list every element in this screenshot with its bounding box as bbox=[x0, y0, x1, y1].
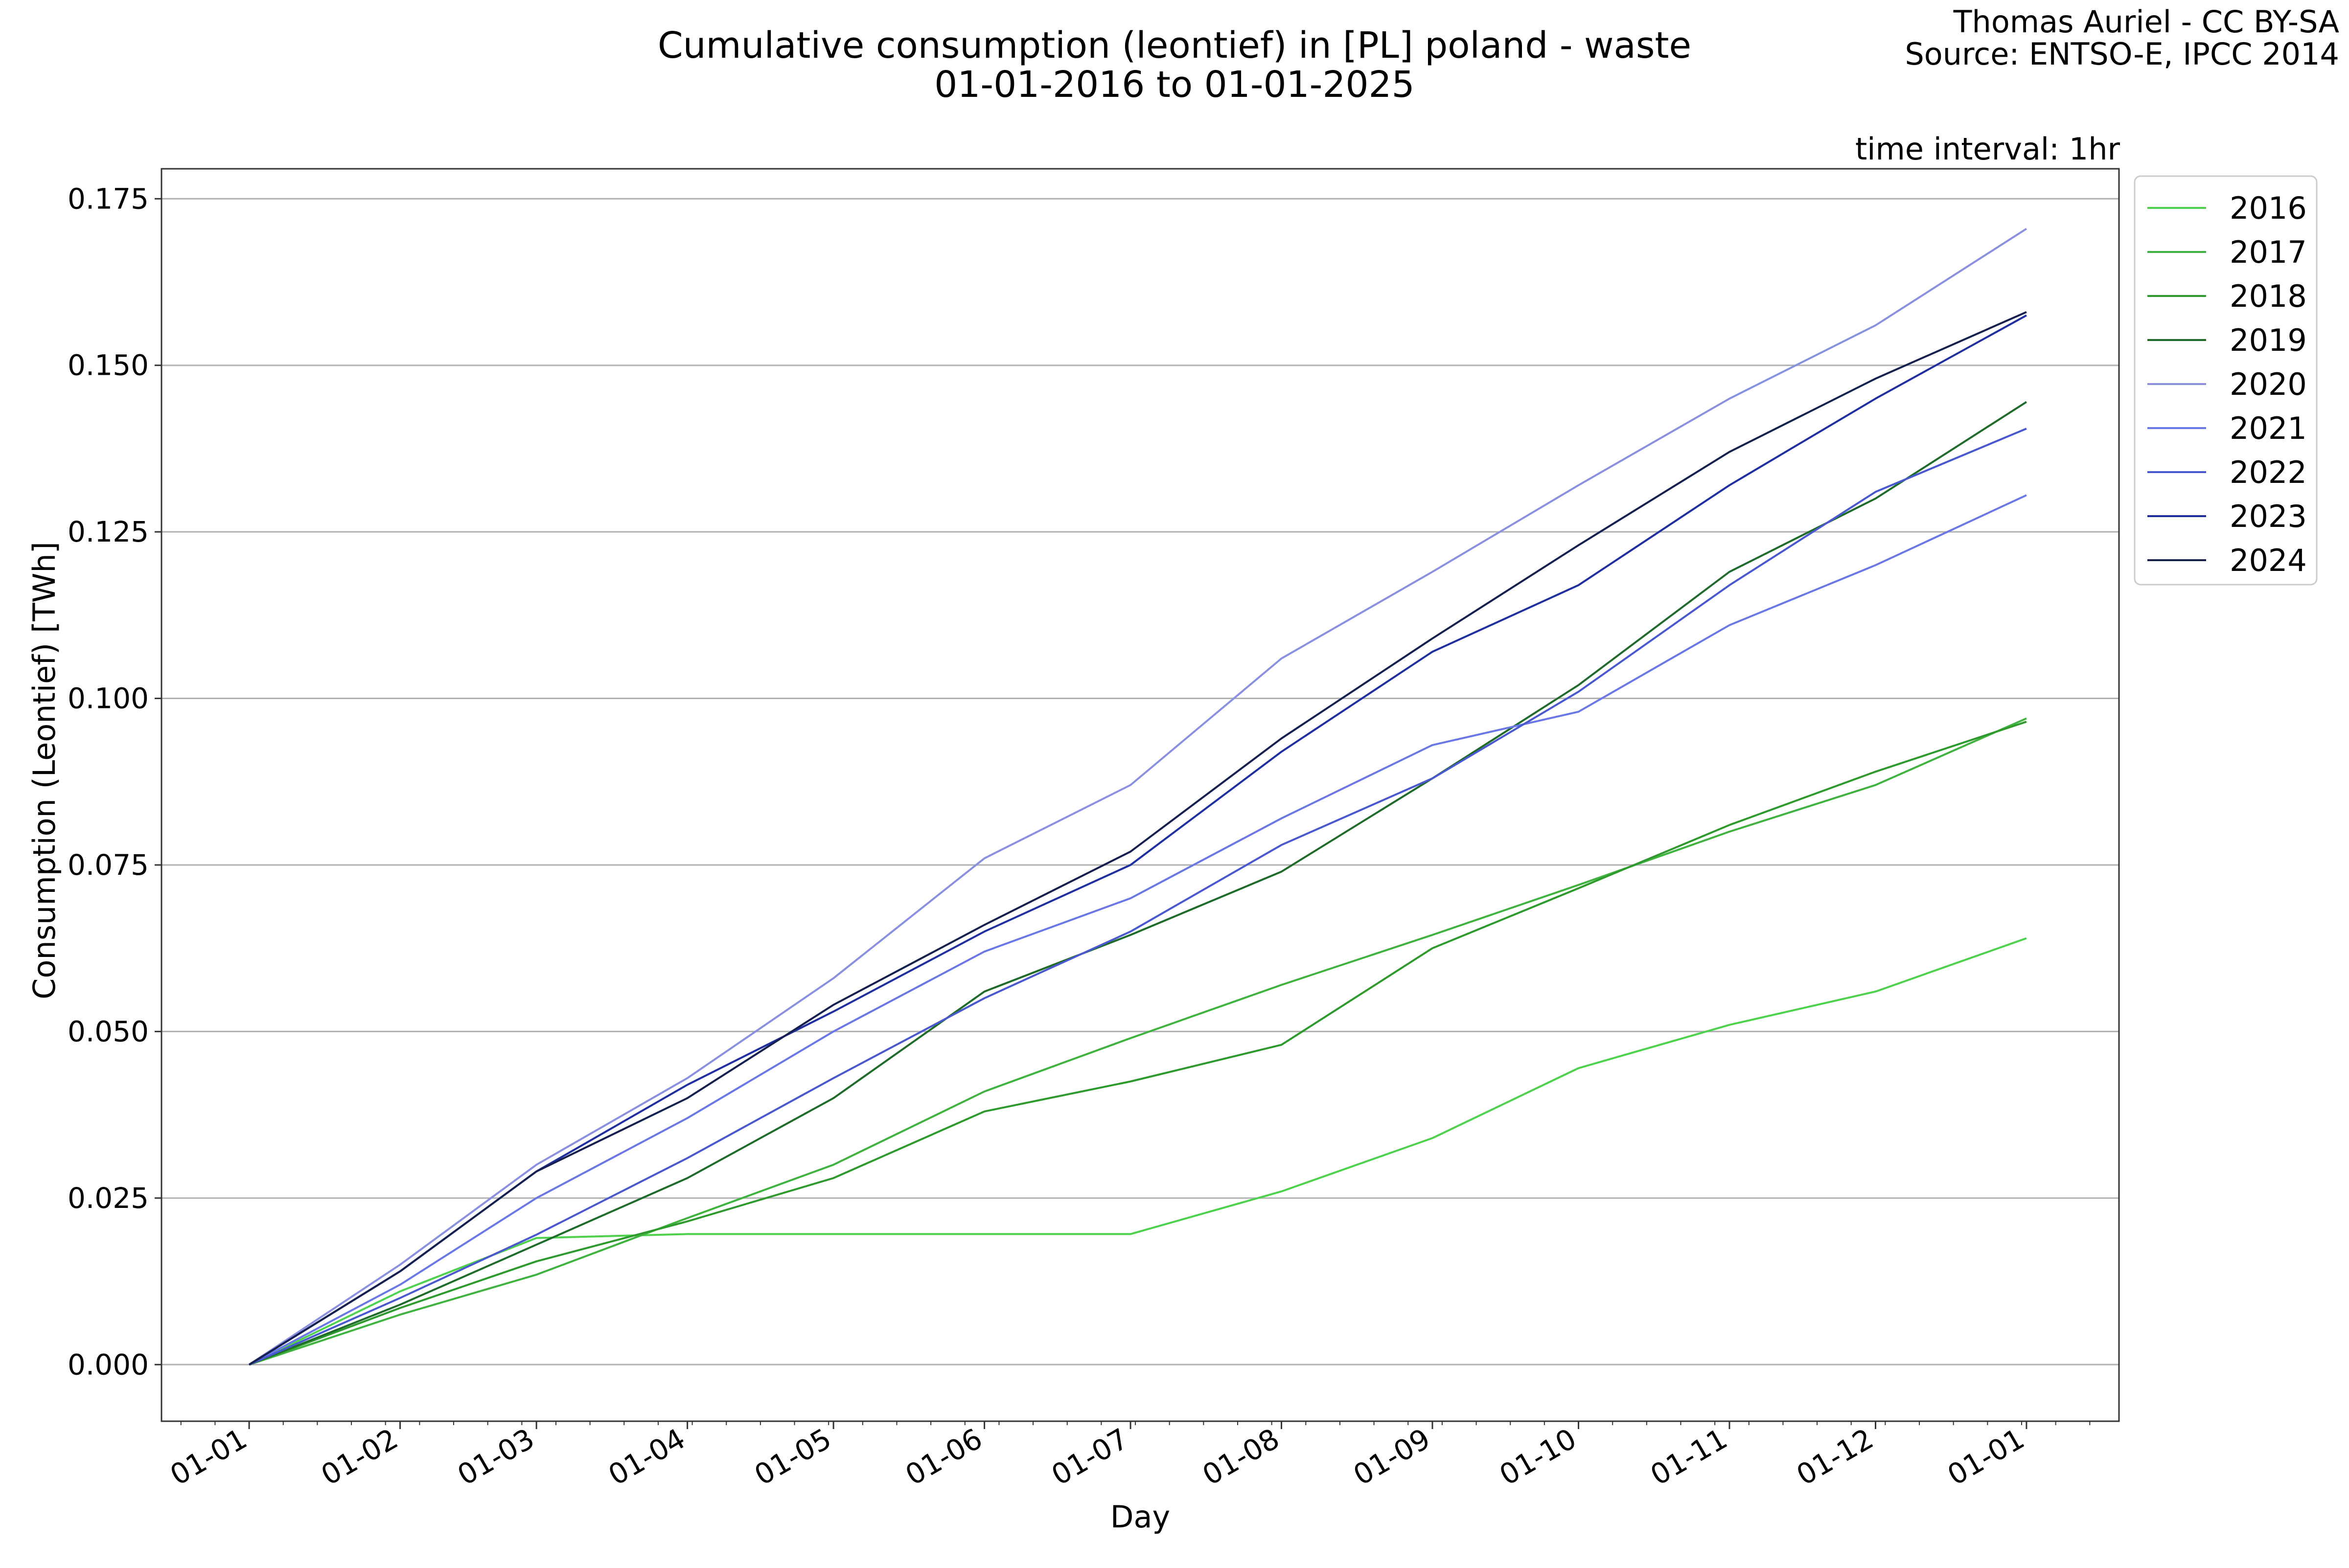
legend-label-2023: 2023 bbox=[2230, 499, 2307, 534]
x-tick-label: 01-09 bbox=[1348, 1422, 1436, 1492]
y-tick-label: 0.075 bbox=[68, 848, 149, 882]
x-tick-label: 01-04 bbox=[603, 1422, 691, 1492]
legend-label-2020: 2020 bbox=[2230, 366, 2307, 402]
axis-ticks: 0.000 0.025 0.050 0.075 0.100 0.125 0.150 0.175… bbox=[68, 182, 2091, 1492]
legend-label-2019: 2019 bbox=[2230, 322, 2307, 358]
series-line-2017 bbox=[249, 717, 2027, 1366]
plot-frame bbox=[161, 168, 2120, 1422]
x-tick-label: 01-05 bbox=[749, 1422, 837, 1492]
x-tick-label: 01-06 bbox=[900, 1422, 988, 1492]
legend-label-2022: 2022 bbox=[2230, 454, 2307, 490]
x-tick-label: 01-03 bbox=[452, 1422, 540, 1492]
x-tick-label: 01-01 bbox=[164, 1422, 253, 1492]
legend-box bbox=[2134, 175, 2318, 586]
series-line-2016 bbox=[249, 937, 2027, 1366]
series-line-2019 bbox=[249, 401, 2027, 1366]
x-tick-label: 01-07 bbox=[1046, 1422, 1134, 1492]
legend-label-2016: 2016 bbox=[2230, 190, 2307, 226]
y-tick-label: 0.175 bbox=[68, 182, 149, 215]
x-tick-label: 01-01 bbox=[1942, 1422, 2030, 1492]
y-axis-label: Consumption (Leontief) [TWh] bbox=[26, 542, 62, 1000]
series-line-2021 bbox=[249, 494, 2027, 1366]
grid-lines bbox=[161, 198, 2119, 1365]
time-interval-note: time interval: 1hr bbox=[1855, 131, 2120, 167]
x-tick-label: 01-10 bbox=[1494, 1422, 1582, 1492]
legend-label-2017: 2017 bbox=[2230, 234, 2307, 270]
series-lines bbox=[248, 227, 2027, 1366]
legend-label-2021: 2021 bbox=[2230, 410, 2307, 446]
y-tick-label: 0.100 bbox=[68, 682, 149, 715]
chart-subtitle: 01-01-2016 to 01-01-2025 bbox=[934, 64, 1414, 106]
legend-label-2024: 2024 bbox=[2230, 543, 2307, 578]
chart-title: Cumulative consumption (leontief) in [PL… bbox=[658, 24, 1691, 67]
y-tick-label: 0.000 bbox=[68, 1348, 149, 1381]
x-tick-label: 01-08 bbox=[1197, 1422, 1285, 1492]
y-tick-label: 0.050 bbox=[68, 1015, 149, 1048]
legend: 2016 2017 2018 2019 2020 2021 2022 2023 2024 bbox=[2134, 175, 2318, 586]
series-line-2020 bbox=[248, 227, 2027, 1365]
series-line-2022 bbox=[249, 428, 2027, 1366]
y-tick-label: 0.025 bbox=[68, 1182, 149, 1215]
x-axis-label: Day bbox=[1110, 1499, 1170, 1535]
series-line-2024 bbox=[249, 311, 2027, 1366]
legend-label-2018: 2018 bbox=[2230, 278, 2307, 314]
x-tick-label: 01-02 bbox=[316, 1422, 404, 1492]
credit-source: Source: ENTSO-E, IPCC 2014 bbox=[1905, 36, 2339, 72]
series-line-2023 bbox=[249, 314, 2027, 1366]
credit-author: Thomas Auriel - CC BY-SA bbox=[1953, 4, 2339, 40]
x-tick-label: 01-11 bbox=[1645, 1422, 1733, 1492]
y-tick-label: 0.125 bbox=[68, 515, 149, 548]
series-line-2018 bbox=[249, 721, 2027, 1366]
legend-entries: 2016 2017 2018 2019 2020 2021 2022 2023 2024 bbox=[2147, 190, 2307, 578]
y-tick-label: 0.150 bbox=[68, 349, 149, 382]
x-tick-label: 01-12 bbox=[1791, 1422, 1879, 1492]
